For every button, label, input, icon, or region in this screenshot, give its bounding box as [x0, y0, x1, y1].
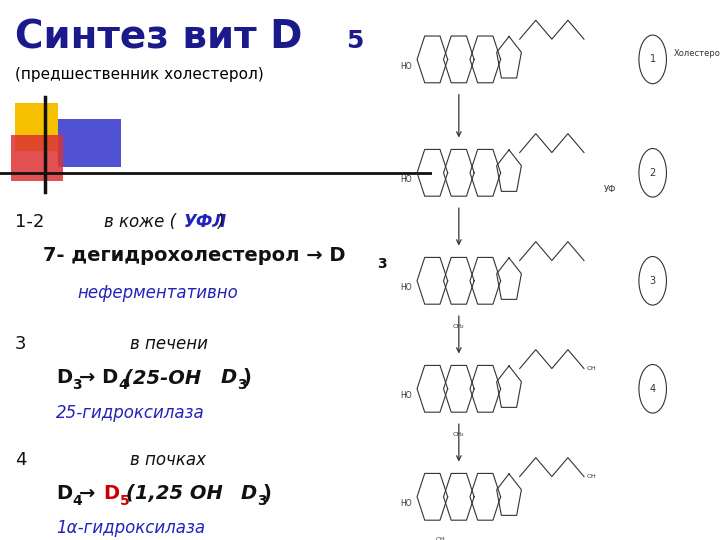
Text: OH: OH: [435, 537, 445, 540]
Text: CH₂: CH₂: [453, 324, 464, 329]
Text: 3: 3: [258, 494, 267, 508]
Bar: [58, 119, 121, 167]
Text: 4: 4: [649, 384, 656, 394]
Text: D: D: [240, 484, 256, 503]
Text: 3: 3: [73, 378, 82, 392]
Text: ): ): [243, 368, 252, 387]
Bar: [11, 135, 63, 181]
Text: CH₂: CH₂: [453, 432, 464, 437]
Text: HO: HO: [400, 391, 412, 400]
Text: ): ): [263, 484, 271, 503]
Text: OH: OH: [587, 474, 597, 479]
Text: 3: 3: [377, 256, 387, 271]
Text: в коже (: в коже (: [104, 213, 176, 231]
Text: HO: HO: [400, 499, 412, 508]
Text: неферментативно: неферментативно: [78, 284, 238, 301]
Text: в почках: в почках: [130, 451, 206, 469]
Text: (1,25 OH: (1,25 OH: [126, 484, 230, 503]
Text: ): ): [217, 213, 223, 231]
Text: →: →: [79, 484, 102, 503]
Text: 3: 3: [649, 276, 656, 286]
Text: (предшественник холестерол): (предшественник холестерол): [15, 68, 264, 83]
Text: 3: 3: [15, 335, 27, 353]
Text: (25-OH: (25-OH: [125, 368, 208, 387]
Text: 4: 4: [119, 378, 129, 392]
Text: 4: 4: [15, 451, 27, 469]
Text: 7- дегидрохолестерол → D: 7- дегидрохолестерол → D: [43, 246, 346, 265]
Text: D: D: [56, 484, 72, 503]
Text: 2: 2: [649, 168, 656, 178]
Text: 4: 4: [73, 494, 82, 508]
Text: 1: 1: [649, 55, 656, 64]
Text: УФЛ: УФЛ: [184, 213, 227, 231]
Text: 5: 5: [120, 494, 130, 508]
Text: D: D: [220, 368, 237, 387]
Text: 1-2: 1-2: [15, 213, 45, 231]
Text: D: D: [104, 484, 120, 503]
Text: D: D: [56, 368, 72, 387]
Text: УФ: УФ: [603, 185, 616, 193]
Text: HO: HO: [400, 175, 412, 184]
Bar: [15, 103, 58, 151]
Text: 25-гидроксилаза: 25-гидроксилаза: [56, 404, 205, 422]
Text: 3: 3: [238, 378, 247, 392]
Text: 5: 5: [346, 29, 363, 52]
Text: Холестерол: Холестерол: [674, 50, 720, 58]
Text: HO: HO: [400, 283, 412, 292]
Text: → D: → D: [79, 368, 118, 387]
Text: 1α-гидроксилаза: 1α-гидроксилаза: [56, 519, 205, 537]
Text: в печени: в печени: [130, 335, 207, 353]
Text: HO: HO: [400, 62, 412, 71]
Text: Синтез вит D: Синтез вит D: [15, 19, 302, 57]
Text: OH: OH: [587, 366, 597, 371]
